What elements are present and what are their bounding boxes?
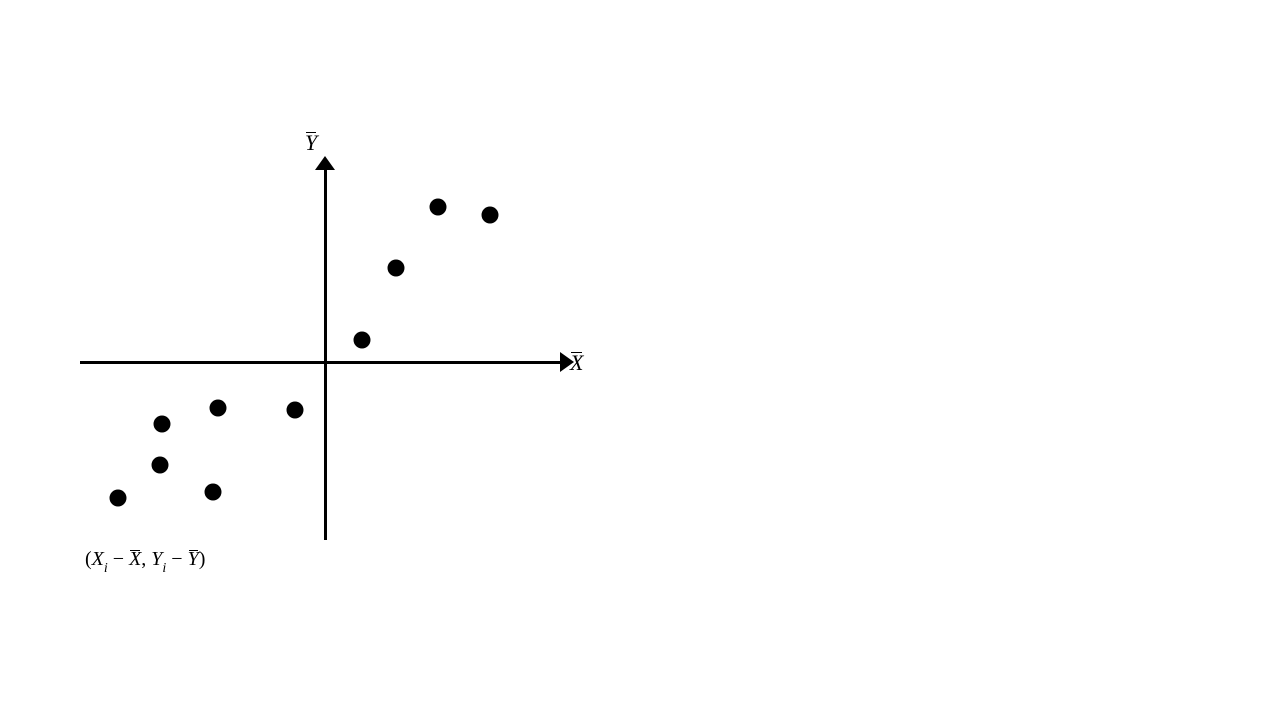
- data-point: [152, 457, 169, 474]
- xi-symbol: X: [92, 548, 104, 570]
- paren-close: ): [199, 548, 206, 570]
- data-point: [482, 207, 499, 224]
- scatter-chart: Y X (Xi − X, Yi − Y): [0, 0, 1280, 720]
- coordinate-annotation: (Xi − X, Yi − Y): [85, 548, 205, 575]
- y-axis-arrow: [315, 156, 335, 170]
- yi-symbol: Y: [151, 548, 162, 570]
- data-point: [287, 402, 304, 419]
- x-axis-label: X: [570, 350, 583, 376]
- minus-1: −: [108, 548, 129, 570]
- y-bar-symbol: Y: [305, 130, 317, 156]
- data-point: [154, 416, 171, 433]
- x-bar-symbol: X: [570, 350, 583, 376]
- data-point: [110, 490, 127, 507]
- yi-subscript: i: [162, 561, 166, 576]
- minus-2: −: [166, 548, 187, 570]
- data-point: [388, 260, 405, 277]
- y-axis-line: [324, 170, 327, 540]
- paren-open: (: [85, 548, 92, 570]
- data-point: [430, 199, 447, 216]
- data-point: [354, 332, 371, 349]
- x-axis-line: [80, 361, 560, 364]
- ybar-symbol: Y: [188, 548, 199, 571]
- xbar-symbol: X: [129, 548, 141, 571]
- comma: ,: [141, 548, 151, 570]
- xi-subscript: i: [104, 561, 108, 576]
- data-point: [205, 484, 222, 501]
- data-point: [210, 400, 227, 417]
- y-axis-label: Y: [305, 130, 317, 156]
